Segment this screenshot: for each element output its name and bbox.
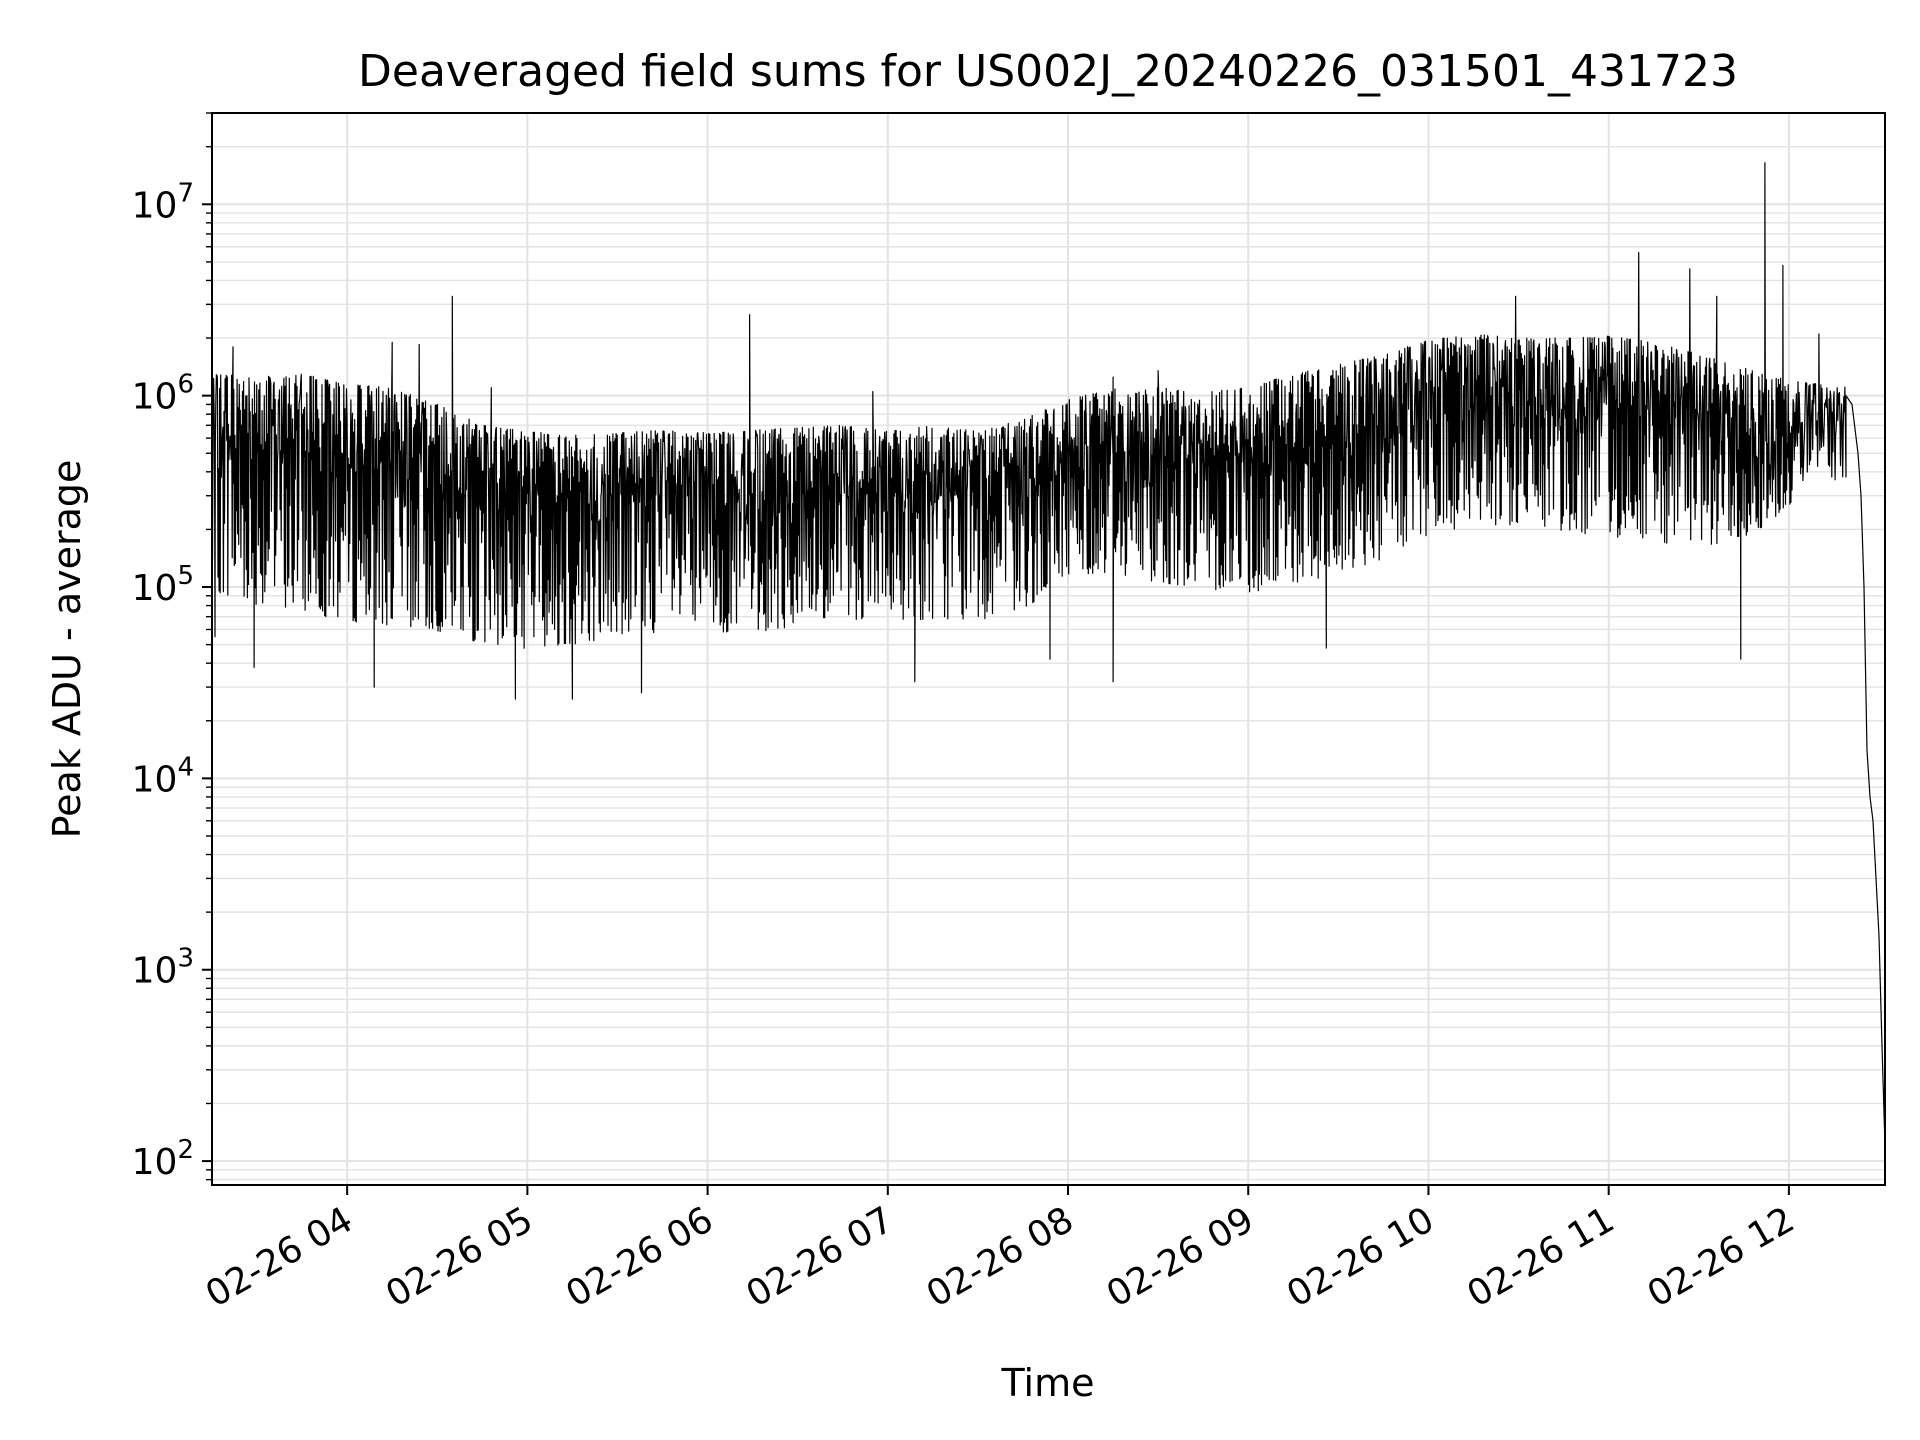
y-tick-label: 105 xyxy=(132,561,194,609)
series-line xyxy=(211,162,1886,1146)
series-path xyxy=(211,162,1886,1146)
grid-minor-lines xyxy=(212,112,1885,1181)
x-axis-label: Time xyxy=(1001,1361,1095,1405)
plot-frame xyxy=(211,112,1886,1186)
y-tick-label: 106 xyxy=(132,370,194,418)
y-axis-label: Peak ADU - average xyxy=(45,460,89,839)
grid-major-lines xyxy=(212,113,1885,1185)
y-tick-label: 104 xyxy=(132,752,194,800)
y-tick-label: 107 xyxy=(132,178,194,226)
y-tick-label: 102 xyxy=(132,1135,194,1183)
y-tick-label: 103 xyxy=(132,944,194,992)
y-axis-ticks: 102 103 104 105 106 107 xyxy=(132,112,212,1183)
chart-title: Deaveraged field sums for US002J_2024022… xyxy=(358,46,1738,97)
